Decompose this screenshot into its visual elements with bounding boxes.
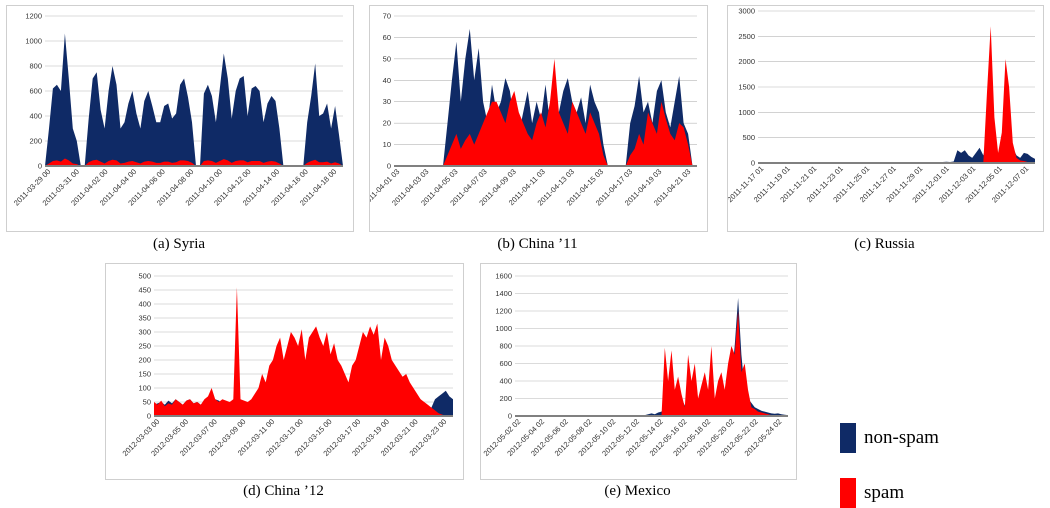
legend-spam: spam (840, 478, 904, 508)
y-tick-label: 0 (508, 412, 512, 421)
y-tick-label: 150 (138, 370, 151, 379)
y-tick-label: 1000 (495, 324, 512, 333)
legend-spam-label: spam (864, 482, 905, 503)
chart-panel-china-11: 0 10 20 30 40 50 60 70 2011-04-01 03 2011-04-03 0… (369, 5, 708, 232)
series-area-non-spam (45, 33, 343, 166)
series-area-spam (758, 26, 1035, 164)
y-tick-label: 600 (29, 87, 42, 96)
y-tick-label: 10 (383, 140, 391, 149)
caption-china-11: (b) China ’11 (497, 236, 578, 252)
chart-svg-mexico: 020040060080010001200140016002012-05-02 … (482, 272, 788, 458)
y-tick-label: 0 (38, 162, 42, 171)
y-tick-label: 30 (383, 97, 391, 106)
y-tick-label: 400 (29, 112, 42, 121)
y-tick-label: 20 (383, 119, 391, 128)
series-area-spam (394, 58, 697, 166)
y-tick-label: 0 (147, 412, 151, 421)
chart-panel-russia: 0 500 1000 1500 2000 2500 3000 2011-11-17 01 201… (727, 5, 1044, 232)
y-tick-label: 2000 (738, 57, 755, 66)
y-tick-label: 200 (138, 356, 151, 365)
y-tick-label: 70 (383, 12, 391, 21)
y-tick-label: 400 (138, 300, 151, 309)
chart-panel-syria: 0 200 400 600 800 1000 1200 2011-03-29 00 2011-0… (6, 5, 354, 232)
caption-mexico: (e) Mexico (604, 483, 671, 499)
y-tick-label: 250 (138, 342, 151, 351)
y-tick-label: 0 (751, 159, 755, 168)
y-tick-label: 800 (29, 62, 42, 71)
y-tick-label: 3000 (738, 7, 755, 16)
y-tick-label: 1400 (495, 289, 512, 298)
y-tick-label: 350 (138, 314, 151, 323)
y-tick-label: 500 (742, 133, 755, 142)
y-tick-label: 1000 (738, 108, 755, 117)
y-tick-label: 1200 (25, 12, 42, 21)
y-tick-label: 300 (138, 328, 151, 337)
legend-non-spam: non-spam (840, 423, 939, 453)
y-tick-label: 800 (499, 342, 512, 351)
caption-china-12: (d) China ’12 (243, 483, 324, 499)
chart-svg-china-12: 0501001502002503003504004505002012-03-03… (121, 272, 453, 458)
legend-non-spam-label: non-spam (864, 427, 939, 448)
y-tick-label: 450 (138, 286, 151, 295)
y-tick-label: 1600 (495, 272, 512, 281)
chart-panel-mexico: 0 200 400 600 800 1000 1200 1400 1600 2012-05-02 … (480, 263, 797, 480)
legend-non-spam-swatch (840, 423, 856, 453)
y-tick-label: 60 (383, 33, 391, 42)
y-tick-label: 50 (143, 398, 151, 407)
caption-syria: (a) Syria (152, 236, 206, 252)
series-area-spam (154, 287, 453, 416)
y-tick-label: 1000 (25, 37, 42, 46)
y-tick-label: 600 (499, 359, 512, 368)
y-tick-label: 1500 (738, 83, 755, 92)
series-area-spam (515, 311, 788, 416)
caption-russia: (c) Russia (854, 236, 915, 252)
y-tick-label: 100 (138, 384, 151, 393)
series-area-spam (45, 158, 343, 166)
y-tick-label: 1200 (495, 307, 512, 316)
y-tick-label: 40 (383, 76, 391, 85)
y-tick-label: 50 (383, 54, 391, 63)
chart-panel-china-12: 0 50 100 150 200 250 300 350 400 450 500 2012-03-03… (105, 263, 464, 480)
y-tick-label: 200 (499, 394, 512, 403)
y-tick-label: 2500 (738, 32, 755, 41)
series-area-non-spam (394, 28, 697, 167)
y-tick-label: 200 (29, 137, 42, 146)
y-tick-label: 400 (499, 377, 512, 386)
y-tick-label: 500 (138, 272, 151, 281)
legend-spam-swatch (840, 478, 856, 508)
y-tick-label: 0 (387, 162, 391, 171)
